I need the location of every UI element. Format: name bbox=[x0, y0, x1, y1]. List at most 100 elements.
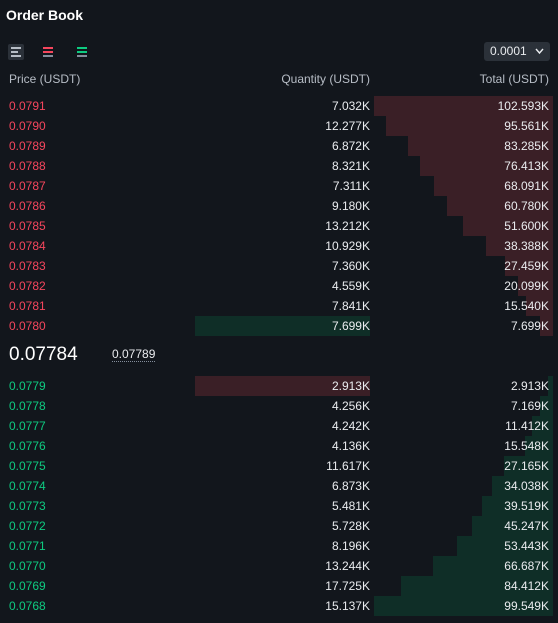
view-toggles[interactable] bbox=[8, 44, 98, 60]
quantity: 6.872K bbox=[331, 139, 370, 153]
quantity: 7.699K bbox=[331, 319, 370, 333]
total: 102.593K bbox=[497, 99, 549, 113]
quantity: 15.137K bbox=[325, 599, 370, 613]
ask-row: 0.0790 12.277K 95.561K bbox=[0, 116, 558, 136]
bid-row: 0.0771 8.196K 53.443K bbox=[0, 536, 558, 556]
price: 0.0789 bbox=[9, 139, 46, 153]
price: 0.0787 bbox=[9, 179, 46, 193]
view-bids[interactable] bbox=[77, 47, 87, 57]
view-both[interactable] bbox=[8, 44, 24, 60]
total: 15.540K bbox=[504, 299, 549, 313]
total: 99.549K bbox=[504, 599, 549, 613]
total: 45.247K bbox=[504, 519, 549, 533]
price: 0.0768 bbox=[9, 599, 46, 613]
depth-bar bbox=[540, 396, 553, 416]
quantity: 11.617K bbox=[326, 459, 370, 473]
depth-bar bbox=[433, 556, 553, 576]
price: 0.0791 bbox=[9, 99, 46, 113]
total: 27.459K bbox=[504, 259, 549, 273]
view-asks[interactable] bbox=[43, 47, 53, 57]
price: 0.0770 bbox=[9, 559, 46, 573]
quantity: 4.242K bbox=[331, 419, 370, 433]
total: 60.780K bbox=[504, 199, 549, 213]
price: 0.0779 bbox=[9, 379, 46, 393]
quantity: 4.136K bbox=[331, 439, 370, 453]
depth-bar bbox=[504, 456, 553, 476]
depth-bar bbox=[401, 576, 553, 596]
total: 38.388K bbox=[504, 239, 549, 253]
quantity: 17.725K bbox=[325, 579, 370, 593]
price: 0.0784 bbox=[9, 239, 46, 253]
depth-bar bbox=[491, 476, 553, 496]
quantity: 13.212K bbox=[325, 219, 370, 233]
bid-row: 0.0776 4.136K 15.548K bbox=[0, 436, 558, 456]
price: 0.0769 bbox=[9, 579, 46, 593]
quantity: 9.180K bbox=[331, 199, 370, 213]
mark-price[interactable]: 0.07789 bbox=[112, 347, 156, 362]
total: 51.600K bbox=[504, 219, 549, 233]
quantity: 4.559K bbox=[331, 279, 370, 293]
column-header: Quantity (USDT) bbox=[281, 72, 370, 86]
quantity: 4.256K bbox=[331, 399, 370, 413]
bid-row: 0.0774 6.873K 34.038K bbox=[0, 476, 558, 496]
price: 0.0788 bbox=[9, 159, 46, 173]
price: 0.0771 bbox=[9, 539, 46, 553]
bid-row: 0.0773 5.481K 39.519K bbox=[0, 496, 558, 516]
quantity: 7.360K bbox=[331, 259, 370, 273]
ask-row: 0.0789 6.872K 83.285K bbox=[0, 136, 558, 156]
bid-row: 0.0768 15.137K 99.549K bbox=[0, 596, 558, 616]
depth-bar bbox=[525, 296, 553, 316]
bid-row: 0.0770 13.244K 66.687K bbox=[0, 556, 558, 576]
row-highlight bbox=[195, 376, 370, 396]
bid-row: 0.0769 17.725K 84.412K bbox=[0, 576, 558, 596]
ask-row: 0.0782 4.559K 20.099K bbox=[0, 276, 558, 296]
depth-bar bbox=[471, 516, 553, 536]
bid-row: 0.0779 2.913K 2.913K bbox=[0, 376, 558, 396]
depth-bar bbox=[462, 216, 553, 236]
price: 0.0775 bbox=[9, 459, 46, 473]
column-header: Price (USDT) bbox=[9, 72, 81, 86]
total: 53.443K bbox=[504, 539, 549, 553]
quantity: 7.032K bbox=[331, 99, 370, 113]
depth-bar bbox=[517, 276, 553, 296]
depth-bar bbox=[532, 416, 553, 436]
tick-size: 0.0001 bbox=[490, 44, 527, 58]
ask-row: 0.0781 7.841K 15.540K bbox=[0, 296, 558, 316]
ask-row: 0.0780 7.699K 7.699K bbox=[0, 316, 558, 336]
quantity: 13.244K bbox=[325, 559, 370, 573]
total: 7.169K bbox=[510, 399, 549, 413]
bid-row: 0.0772 5.728K 45.247K bbox=[0, 516, 558, 536]
quantity: 7.311K bbox=[332, 179, 370, 193]
depth-bar bbox=[525, 436, 553, 456]
price: 0.0790 bbox=[9, 119, 46, 133]
quantity: 7.841K bbox=[331, 299, 370, 313]
price: 0.0782 bbox=[9, 279, 46, 293]
price: 0.0772 bbox=[9, 519, 46, 533]
total: 15.548K bbox=[504, 439, 549, 453]
depth-bar bbox=[505, 256, 553, 276]
depth-bar bbox=[434, 176, 553, 196]
chevron bbox=[535, 48, 544, 55]
ask-row: 0.0791 7.032K 102.593K bbox=[0, 96, 558, 116]
total: 39.519K bbox=[504, 499, 549, 513]
price: 0.0774 bbox=[9, 479, 46, 493]
quantity: 5.728K bbox=[331, 519, 370, 533]
column-header: Total (USDT) bbox=[479, 72, 549, 86]
depth-bar bbox=[456, 536, 553, 556]
depth-bar bbox=[547, 376, 553, 396]
ask-row: 0.0787 7.311K 68.091K bbox=[0, 176, 558, 196]
ask-row: 0.0788 8.321K 76.413K bbox=[0, 156, 558, 176]
ask-row: 0.0783 7.360K 27.459K bbox=[0, 256, 558, 276]
price: 0.0777 bbox=[9, 419, 46, 433]
quantity: 5.481K bbox=[331, 499, 370, 513]
total: 11.412K bbox=[505, 419, 549, 433]
last-price: 0.07784 bbox=[9, 344, 78, 365]
quantity: 10.929K bbox=[325, 239, 370, 253]
ask-row: 0.0786 9.180K 60.780K bbox=[0, 196, 558, 216]
tick-size-dropdown[interactable]: 0.0001 bbox=[484, 42, 550, 61]
price: 0.0773 bbox=[9, 499, 46, 513]
quantity: 2.913K bbox=[331, 379, 370, 393]
ask-row: 0.0785 13.212K 51.600K bbox=[0, 216, 558, 236]
total: 27.165K bbox=[504, 459, 549, 473]
quantity: 6.873K bbox=[331, 479, 370, 493]
